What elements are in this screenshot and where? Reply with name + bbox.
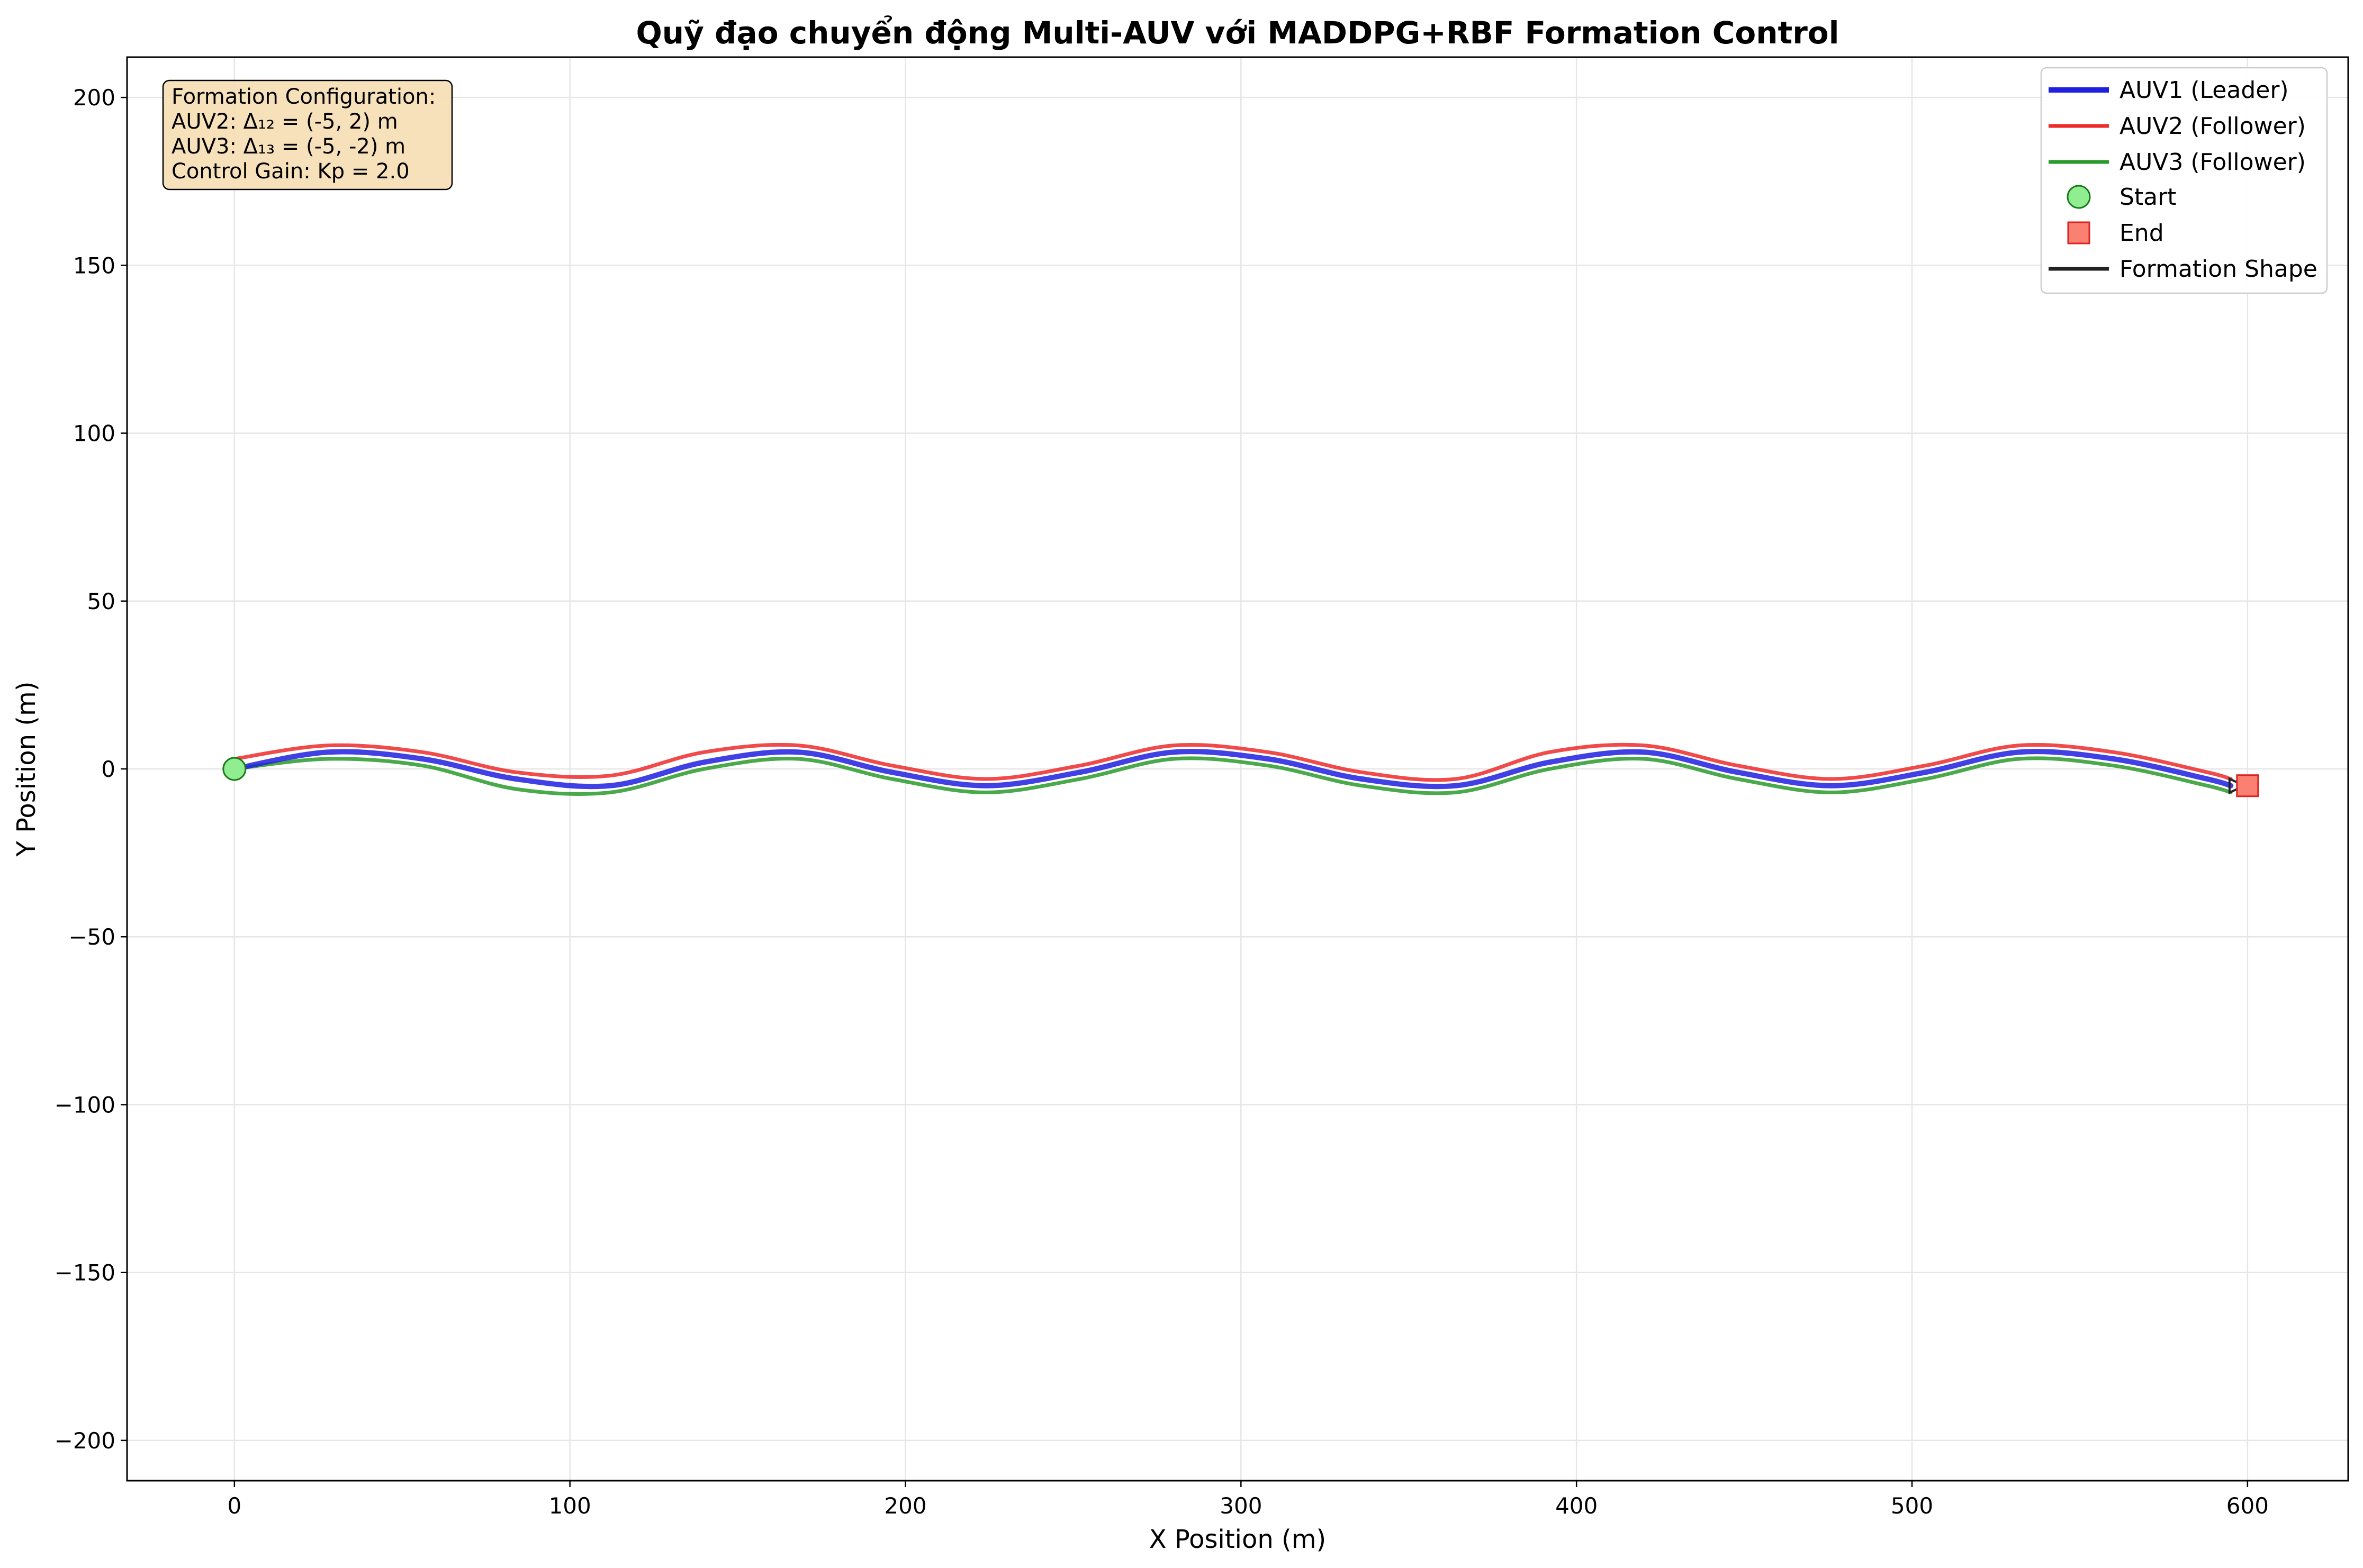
y-tick-label: 100 xyxy=(73,421,115,447)
legend-swatch-end xyxy=(2067,221,2090,244)
x-tick-label: 500 xyxy=(1891,1493,1933,1519)
legend-label-auv2: AUV2 (Follower) xyxy=(2120,113,2306,140)
info-line-2: AUV2: Δ₁₂ = (-5, 2) m xyxy=(172,110,398,134)
y-tick-label: −100 xyxy=(55,1092,115,1118)
y-tick-label: 0 xyxy=(101,756,115,782)
y-tick-label: 200 xyxy=(73,85,115,111)
x-tick-label: 600 xyxy=(2226,1493,2269,1519)
formation-info-box: Formation Configuration: AUV2: Δ₁₂ = (-5… xyxy=(162,79,453,191)
end-marker xyxy=(2236,774,2259,797)
y-tick-label: −150 xyxy=(55,1260,115,1286)
x-axis-label: X Position (m) xyxy=(1149,1525,1327,1554)
chart-title: Quỹ đạo chuyển động Multi-AUV với MADDPG… xyxy=(636,15,1839,51)
y-tick-label: −200 xyxy=(55,1428,115,1454)
legend: AUV1 (Leader) AUV2 (Follower) AUV3 (Foll… xyxy=(2040,67,2328,294)
x-tick-label: 0 xyxy=(227,1493,241,1519)
x-tick-label: 100 xyxy=(549,1493,591,1519)
start-marker xyxy=(222,757,247,781)
plot-area xyxy=(222,742,2259,797)
legend-label-leader: AUV1 (Leader) xyxy=(2120,77,2289,104)
series-auv3-follower xyxy=(232,756,2233,796)
legend-label-start: Start xyxy=(2120,184,2177,211)
y-tick-label: −50 xyxy=(68,924,115,950)
x-tick-label: 300 xyxy=(1220,1493,1262,1519)
series-auv2-follower xyxy=(232,742,2233,782)
y-tick-label: 150 xyxy=(73,252,115,278)
legend-swatch-start xyxy=(2067,185,2091,209)
series-auv1-leader xyxy=(231,749,2234,790)
y-tick-label: 50 xyxy=(87,588,115,614)
axis-ticks: 0 100 200 300 400 500 600 −200 −150 −100 −50 0 50 100… xyxy=(55,85,2269,1519)
y-axis-label: Y Position (m) xyxy=(12,682,41,857)
info-line-1: Formation Configuration: xyxy=(172,85,436,109)
legend-label-end: End xyxy=(2120,220,2164,247)
x-tick-label: 400 xyxy=(1555,1493,1598,1519)
legend-frame xyxy=(2040,67,2328,294)
info-line-4: Control Gain: Kp = 2.0 xyxy=(172,159,410,184)
info-line-3: AUV3: Δ₁₃ = (-5, -2) m xyxy=(172,134,405,159)
legend-label-auv3: AUV3 (Follower) xyxy=(2120,149,2306,176)
x-tick-label: 200 xyxy=(884,1493,926,1519)
legend-label-formation: Formation Shape xyxy=(2120,256,2317,283)
